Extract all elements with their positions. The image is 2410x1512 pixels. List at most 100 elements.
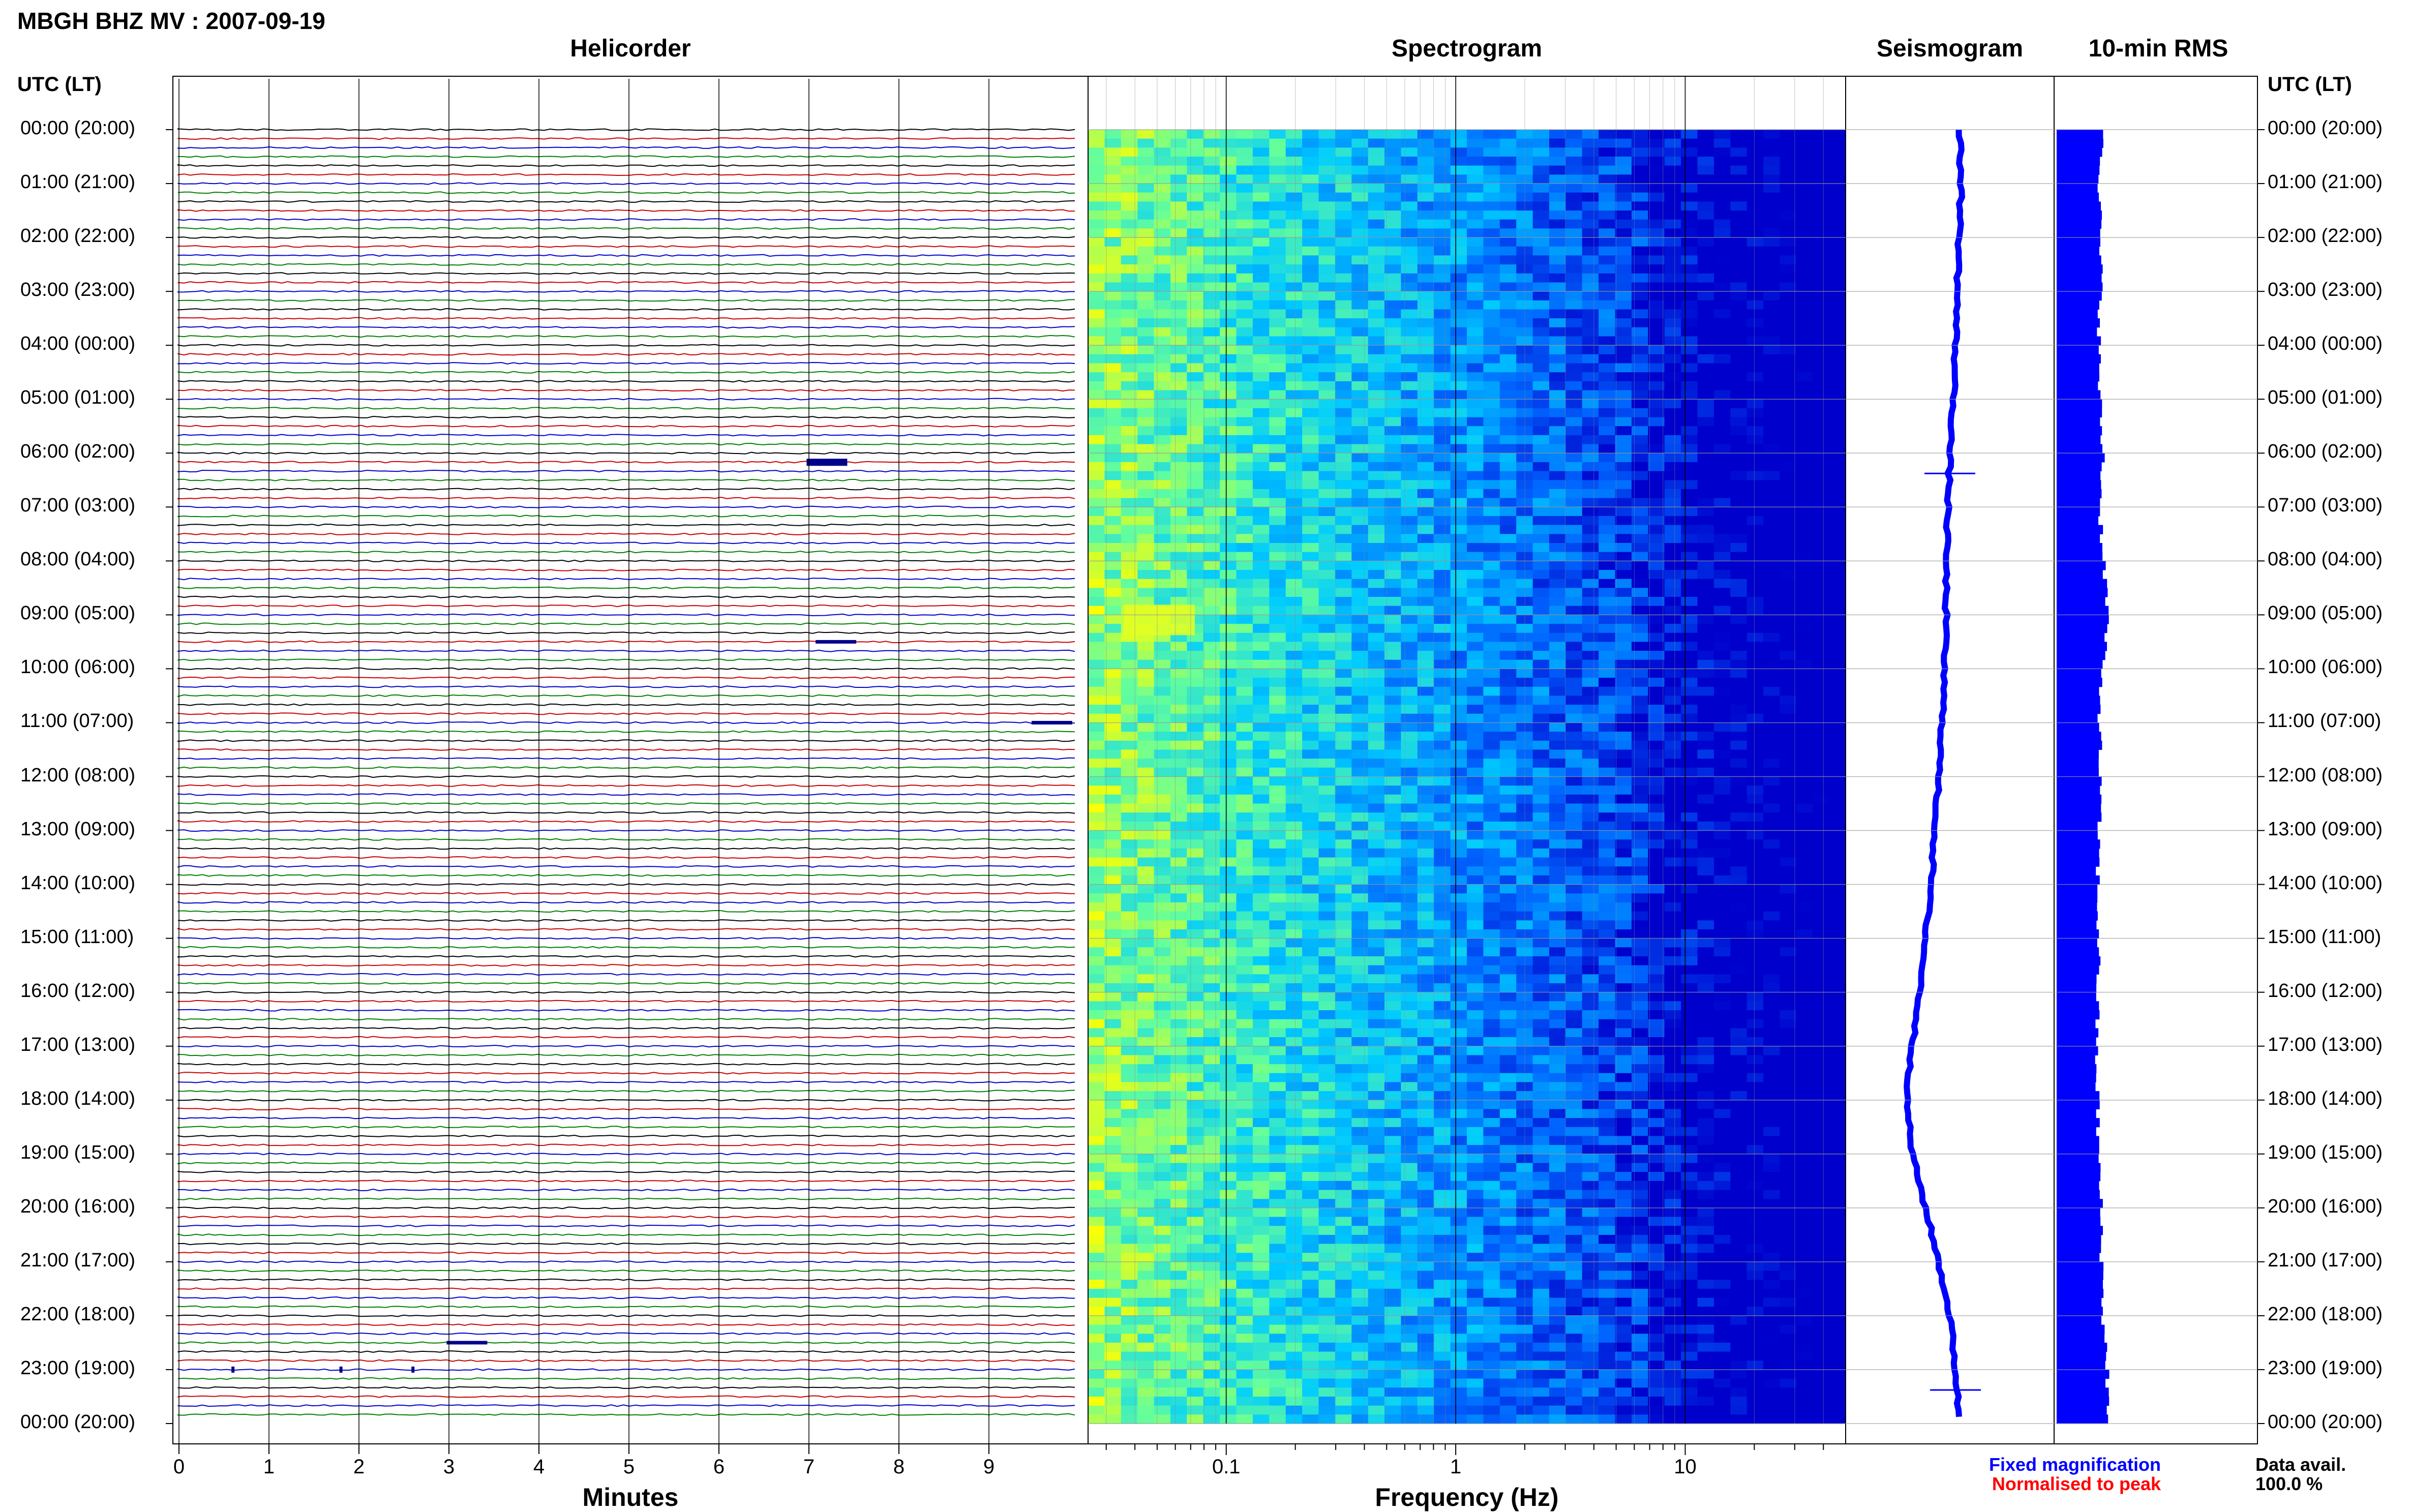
spectrogram-cell <box>1467 597 1484 607</box>
spectrogram-cell <box>1532 839 1550 849</box>
spectrogram-cell <box>1499 830 1517 840</box>
spectrogram-cell <box>1631 345 1648 355</box>
spectrogram-cell <box>1565 759 1583 768</box>
spectrogram-cell <box>1549 130 1566 139</box>
spectrogram-cell <box>1763 974 1780 984</box>
spectrogram-cell <box>1368 1064 1385 1074</box>
spectrogram-cell <box>1467 857 1484 867</box>
spectrogram-cell <box>1417 363 1434 373</box>
spectrogram-cell <box>1664 821 1681 831</box>
spectrogram-cell <box>1582 579 1599 588</box>
spectrogram-cell <box>1631 947 1648 957</box>
spectrogram-cell <box>1549 794 1566 804</box>
spectrogram-cell <box>1780 489 1797 499</box>
spectrogram-cell <box>1417 237 1434 247</box>
spectrogram-cell <box>1302 875 1319 885</box>
spectrogram-cell <box>1104 686 1122 697</box>
spectrogram-cell <box>1434 695 1451 705</box>
spectrogram-cell <box>1121 659 1138 669</box>
spectrogram-cell <box>1417 956 1434 966</box>
spectrogram-cell <box>1697 363 1714 373</box>
spectrogram-cell <box>1088 408 1105 418</box>
spectrogram-cell <box>1220 588 1237 597</box>
spectrogram-cell <box>1763 1055 1780 1065</box>
spectrogram-cell <box>1121 426 1138 436</box>
spectrogram-cell <box>1302 435 1319 445</box>
spectrogram-cell <box>1121 875 1138 885</box>
spectrogram-cell <box>1220 363 1237 373</box>
spectrogram-cell <box>1302 929 1319 939</box>
spectrogram-cell <box>1713 336 1731 346</box>
spectrogram-cell <box>1318 947 1336 957</box>
spectrogram-cell <box>1483 776 1500 786</box>
spectrogram-cell <box>1434 507 1451 517</box>
spectrogram-cell <box>1335 588 1352 597</box>
spectrogram-cell <box>1813 1082 1830 1092</box>
spectrogram-cell <box>1599 201 1616 211</box>
spectrogram-cell <box>1697 192 1714 202</box>
spectrogram-cell <box>1813 920 1830 930</box>
spectrogram-cell <box>1137 372 1155 382</box>
spectrogram-cell <box>1285 597 1303 607</box>
spectrogram-cell <box>1137 695 1155 705</box>
spectrogram-cell <box>1318 165 1336 175</box>
spectrogram-cell <box>1137 291 1155 301</box>
spectrogram-cell <box>1220 848 1237 858</box>
spectrogram-cell <box>1154 345 1171 355</box>
spectrogram-cell <box>1170 534 1187 543</box>
spectrogram-cell <box>1664 803 1681 813</box>
spectrogram-cell <box>1417 830 1434 840</box>
spectrogram-cell <box>1417 201 1434 211</box>
spectrogram-cell <box>1697 372 1714 382</box>
spectrogram-cell <box>1746 902 1764 912</box>
spectrogram-cell <box>1335 561 1352 570</box>
spectrogram-cell <box>1730 525 1748 534</box>
spectrogram-cell <box>1285 588 1303 597</box>
spectrogram-cell <box>1302 812 1319 822</box>
spectrogram-cell <box>1187 839 1204 849</box>
spectrogram-cell <box>1582 659 1599 669</box>
spectrogram-cell <box>1549 597 1566 607</box>
spectrogram-cell <box>1450 1028 1467 1038</box>
spectrogram-cell <box>1499 812 1517 822</box>
spectrogram-cell <box>1401 354 1418 364</box>
spectrogram-cell <box>1796 732 1813 741</box>
spectrogram-cell <box>1302 184 1319 193</box>
spectrogram-cell <box>1368 408 1385 418</box>
spectrogram-cell <box>1467 911 1484 921</box>
spectrogram-cell <box>1121 237 1138 247</box>
spectrogram-cell <box>1813 929 1830 939</box>
spectrogram-cell <box>1137 130 1155 139</box>
spectrogram-cell <box>1813 1001 1830 1011</box>
spectrogram-cell <box>1746 219 1764 229</box>
spectrogram-cell <box>1104 659 1122 669</box>
spectrogram-cell <box>1796 184 1813 193</box>
spectrogram-cell <box>1236 632 1253 642</box>
spectrogram-cell <box>1664 273 1681 283</box>
spectrogram-cell <box>1187 884 1204 894</box>
spectrogram-cell <box>1549 624 1566 633</box>
spectrogram-cell <box>1813 1064 1830 1074</box>
spectrogram-cell <box>1582 1082 1599 1092</box>
spectrogram-cell <box>1252 659 1270 669</box>
spectrogram-cell <box>1104 1028 1122 1038</box>
spectrogram-cell <box>1203 866 1220 876</box>
spectrogram-cell <box>1252 282 1270 292</box>
spectrogram-cell <box>1318 1028 1336 1038</box>
spectrogram-cell <box>1664 498 1681 507</box>
spectrogram-cell <box>1450 165 1467 175</box>
spectrogram-cell <box>1384 453 1401 463</box>
spectrogram-cell <box>1483 534 1500 543</box>
spectrogram-cell <box>1368 237 1385 247</box>
spectrogram-cell <box>1565 157 1583 166</box>
spectrogram-cell <box>1713 507 1731 517</box>
spectrogram-cell <box>1088 165 1105 175</box>
spectrogram-cell <box>1285 1073 1303 1082</box>
spectrogram-cell <box>1269 830 1286 840</box>
spectrogram-cell <box>1187 552 1204 561</box>
spectrogram-cell <box>1813 759 1830 768</box>
spectrogram-cell <box>1763 210 1780 220</box>
spectrogram-cell <box>1335 579 1352 588</box>
spectrogram-cell <box>1615 130 1632 139</box>
spectrogram-cell <box>1813 785 1830 795</box>
